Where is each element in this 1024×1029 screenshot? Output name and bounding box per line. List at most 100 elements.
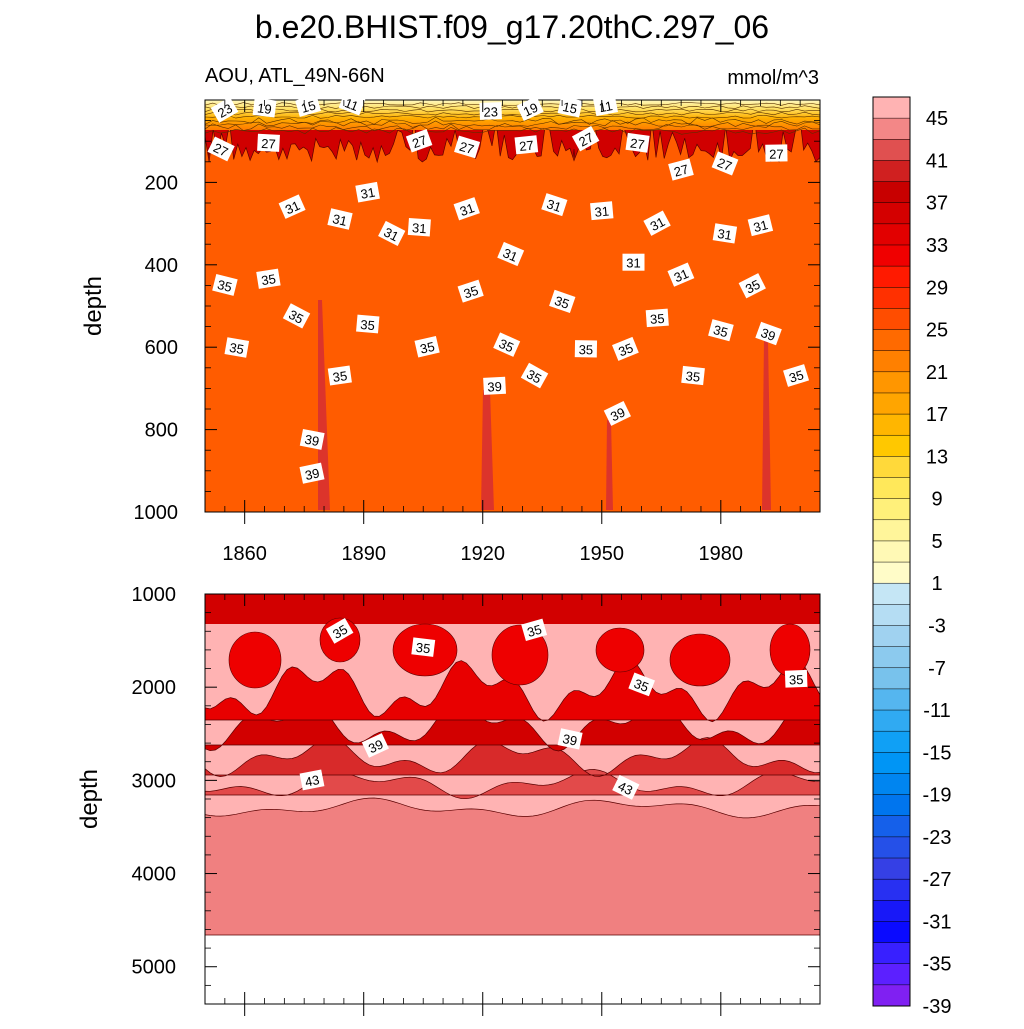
top-contour-label-text: 31 [331, 211, 348, 229]
colorbar-tick-label: -19 [923, 785, 952, 807]
colorbar-tick-label: -39 [923, 996, 952, 1018]
top-contour-label: 31 [622, 253, 645, 271]
top-panel-ticks: 200 400 600 800 1000 [134, 120, 820, 524]
x-tick-label: 1980 [699, 543, 744, 565]
figure-title: b.e20.BHIST.f09_g17.20thC.297_06 [255, 9, 769, 45]
top-contour-label-box [497, 241, 525, 267]
bottom-y-tick-label: 3000 [132, 770, 177, 792]
top-contour-label: 19 [252, 97, 277, 118]
bottom-band-41-43 [205, 737, 820, 777]
top-contour-label-text: 39 [303, 432, 320, 449]
bottom-y-axis-label: depth [76, 769, 103, 829]
top-contour-label-text: 35 [712, 322, 730, 340]
top-contour-label-text: 27 [576, 129, 596, 149]
top-contour-label-text: 35 [216, 277, 234, 295]
top-contour-label-text: 31 [626, 256, 640, 271]
top-contour-label-text: 11 [598, 98, 614, 115]
colorbar-tick-label: 21 [926, 362, 948, 384]
colorbar-swatch [873, 752, 910, 774]
colorbar-tick-label: -15 [923, 742, 952, 764]
colorbar-swatch [873, 477, 910, 500]
colorbar-tick-label: -11 [923, 700, 950, 722]
top-contour-label-box [378, 220, 406, 247]
top-contour-label-box [355, 181, 380, 203]
top-contour-label-text: 35 [260, 271, 277, 288]
colorbar-tick-label: 1 [931, 573, 942, 595]
surface-contour-line [205, 123, 820, 132]
top-contour-label-text: 35 [787, 367, 805, 386]
colorbar-tick-label: 33 [926, 235, 948, 257]
colorbar-tick-label: -35 [923, 954, 952, 976]
bottom-contour-label: 35 [521, 618, 548, 642]
top-contour-label-box [667, 262, 695, 287]
top-contour-label-box [299, 462, 325, 484]
colorbar-swatch [873, 815, 910, 838]
top-y-tick-label: 600 [145, 337, 178, 359]
bottom-contour-label-text: 43 [616, 778, 636, 798]
top-contour-label-text: 27 [410, 132, 429, 151]
top-contour-label-text: 27 [261, 136, 276, 152]
units-label: mmol/m^3 [727, 67, 819, 89]
top-contour-label: 35 [457, 279, 484, 303]
top-contour-label-box [711, 151, 739, 176]
bottom-contour-labels: 35 35 35 35 35 39 39 43 43 [299, 618, 808, 800]
top-contour-label-box [282, 303, 311, 329]
colorbar-swatch [873, 710, 910, 732]
colorbar-swatch [873, 900, 910, 922]
top-contour-label: 31 [327, 208, 353, 230]
top-contour-label: 31 [407, 217, 431, 237]
top-contour-label-box [407, 217, 431, 237]
top-contour-label-text: 27 [458, 139, 476, 158]
bottom-shallow-blob [769, 623, 811, 677]
colorbar-swatch [873, 963, 910, 986]
top-contour-label-box [257, 133, 280, 152]
top-contour-label: 27 [207, 136, 235, 162]
x-tick-label: 1950 [580, 543, 625, 565]
top-band-39-streak [762, 340, 771, 510]
top-contour-label-box [622, 253, 645, 271]
bottom-contour-label-text: 35 [415, 640, 431, 657]
top-contour-label: 35 [708, 319, 734, 342]
top-contour-label: 35 [738, 273, 766, 299]
top-y-tick-label: 800 [145, 420, 178, 442]
bottom-contour-label: 43 [299, 769, 325, 791]
top-contour-label-text: 27 [715, 155, 734, 174]
top-y-tick-label: 400 [145, 255, 178, 277]
top-contour-label: 35 [520, 362, 549, 389]
top-contour-label-box [356, 314, 380, 334]
top-contour-label-box [541, 193, 568, 217]
bottom-contour-label: 35 [411, 637, 436, 657]
top-contour-label-text: 23 [483, 104, 498, 119]
top-contour-label-text: 35 [497, 336, 516, 356]
bottom-contour-label-box [361, 733, 389, 758]
colorbar-swatch [873, 435, 910, 457]
surface-contour-line [205, 126, 820, 135]
bottom-contour-label-box [784, 669, 808, 688]
bottom-contour-label: 39 [361, 733, 389, 758]
colorbar-swatch [873, 181, 910, 204]
top-contour-label: 27 [454, 135, 481, 159]
top-contour-label-box [520, 362, 549, 389]
top-contour-label: 39 [299, 462, 325, 484]
colorbar-swatch [873, 858, 910, 880]
top-contour-label: 35 [256, 268, 281, 289]
top-contour-label-text: 19 [521, 100, 540, 120]
top-band-39-streak [606, 420, 613, 510]
surface-contour-line [205, 116, 820, 125]
colorbar-swatch [873, 139, 910, 161]
top-contour-label: 35 [493, 332, 521, 357]
top-contour-label-text: 35 [228, 340, 245, 357]
colorbar-swatch [873, 688, 910, 711]
colorbar-swatch [873, 540, 910, 563]
top-contour-label-box [738, 273, 766, 299]
colorbar-swatch [873, 97, 910, 119]
top-contour-label-text: 31 [545, 196, 563, 215]
colorbar-swatch [873, 350, 910, 373]
top-band-39-streak [481, 390, 494, 510]
top-contour-label: 23 [479, 102, 502, 120]
colorbar-swatch [873, 287, 910, 309]
colorbar-swatch [873, 562, 910, 584]
top-contour-label: 35 [282, 303, 311, 329]
top-contour-label-box [453, 197, 480, 221]
